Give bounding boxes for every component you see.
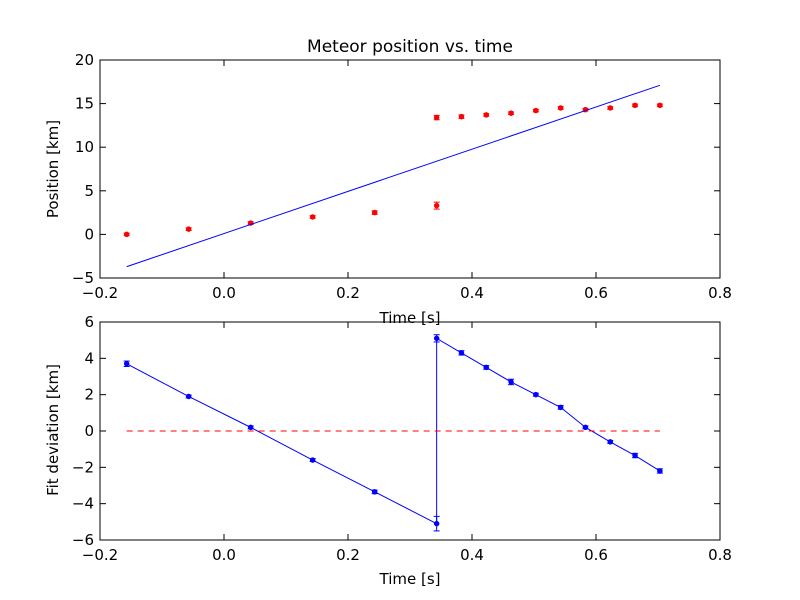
y-axis-label: Position [km] [44,120,62,218]
y-tick-label: 0 [84,225,94,243]
y-tick-label: 6 [84,313,94,331]
x-tick-label: 0.4 [460,546,484,564]
data-point [508,379,514,385]
data-point [433,114,440,121]
x-tick-label: 0.2 [336,284,360,302]
x-tick-label: 0.0 [212,284,236,302]
x-axis-label: Time [s] [379,570,441,588]
x-tick-label: 0.8 [708,546,732,564]
data-point [185,393,192,400]
data-point [508,110,514,116]
data-point [433,335,440,342]
plot-frame [99,59,721,279]
data-point [483,112,490,118]
x-tick-label: 0.0 [212,546,236,564]
position-subplot: Meteor position vs. time Time [s] Positi… [44,37,732,327]
data-point [458,113,465,120]
data-point [582,424,589,431]
x-axis-label: Time [s] [379,309,441,327]
y-tick-label: 2 [84,386,94,404]
data-point [123,231,130,238]
y-tick-label: 4 [84,349,94,367]
deviation-subplot: Time [s] Fit deviation [km] −0.2 0.0 0.2 0.… [44,313,732,588]
data-point [309,457,316,463]
data-point [123,361,130,367]
data-point [533,391,539,398]
data-point [557,105,564,111]
data-point [433,520,440,527]
y-tick-label: 5 [84,182,94,200]
data-point [185,226,192,232]
data-point [483,364,490,371]
chart-title: Meteor position vs. time [307,37,513,57]
data-point [657,102,663,109]
data-point [371,489,378,495]
y-tick-label: −5 [72,269,94,287]
data-point [657,468,663,474]
x-tick-label: 0.6 [584,284,608,302]
data-point [632,452,638,459]
x-tick-label: −0.2 [82,546,118,564]
y-tick-label: 15 [75,95,94,113]
x-tick-label: 0.2 [336,546,360,564]
data-point [371,209,378,216]
y-tick-label: 20 [75,51,94,69]
data-point [309,214,316,220]
data-point [607,439,614,445]
data-point [533,107,539,114]
data-point [632,102,638,109]
y-tick-label: 10 [75,138,94,156]
data-point [607,105,614,111]
x-tick-label: 0.8 [708,284,732,302]
deviation-line [126,337,661,525]
y-tick-label: −2 [72,458,94,476]
fit-line [126,84,661,268]
data-point [557,404,564,411]
y-tick-label: −6 [72,531,94,549]
y-axis-label: Fit deviation [km] [44,364,62,496]
data-point [433,202,440,209]
data-point [247,424,254,431]
x-tick-label: 0.4 [460,284,484,302]
x-tick-label: −0.2 [82,284,118,302]
data-point [458,350,465,356]
x-tick-label: 0.6 [584,546,608,564]
y-tick-label: −4 [72,495,94,513]
y-tick-label: 0 [84,422,94,440]
